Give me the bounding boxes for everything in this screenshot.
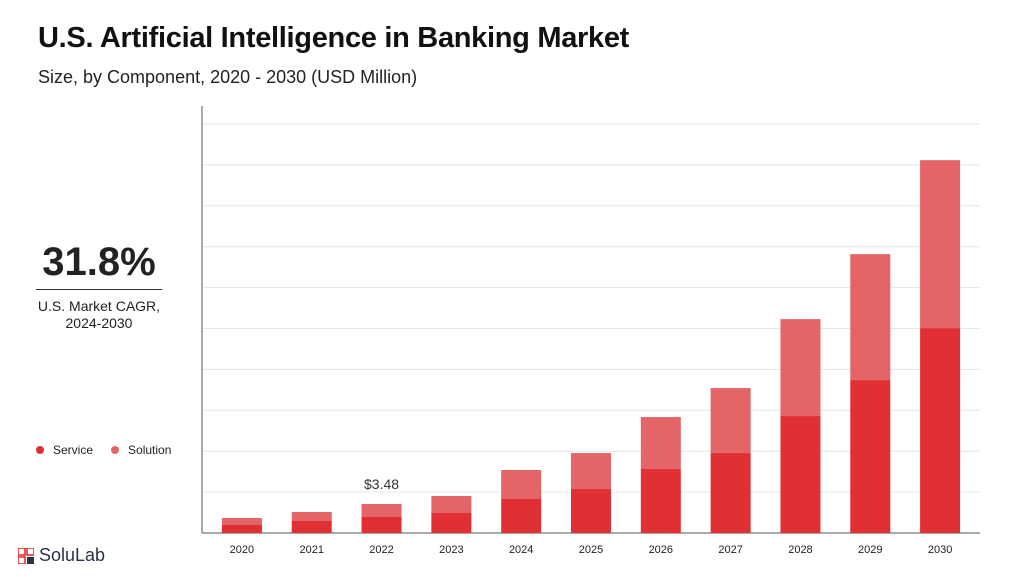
bar-service-2025: [571, 489, 611, 533]
legend-label-service: Service: [53, 443, 94, 457]
bar-solution-2026: [640, 417, 681, 470]
bar-solution-2024: [501, 470, 542, 500]
x-tick-label: 2030: [928, 544, 952, 556]
bar-service-2024: [501, 499, 542, 533]
bar-service-2028: [780, 416, 821, 533]
bar-solution-2028: [780, 319, 821, 417]
legend-swatch-service: [36, 446, 44, 454]
bar-service-2029: [850, 380, 891, 533]
legend-item-solution: Solution: [111, 443, 171, 457]
bar-solution-2023: [431, 496, 472, 514]
solulab-logo: SoluLab: [18, 545, 105, 566]
page-subtitle: Size, by Component, 2020 - 2030 (USD Mil…: [38, 67, 418, 87]
x-tick-label: 2026: [649, 544, 673, 556]
bar-solution-2030: [920, 160, 961, 329]
bar-service-2027: [710, 453, 751, 533]
bar-solution-2025: [571, 453, 611, 490]
bar-service-2026: [640, 469, 681, 533]
solulab-logo-icon: [18, 547, 34, 564]
bar-solution-2022: [361, 504, 402, 518]
x-tick-label: 2023: [439, 544, 463, 556]
x-tick-label: 2029: [858, 544, 882, 556]
cagr-value: 31.8%: [36, 240, 162, 290]
bar-service-2020: [221, 525, 262, 533]
cagr-label-line1: U.S. Market CAGR,: [37, 298, 161, 314]
x-tick-label: 2021: [299, 544, 323, 556]
legend-swatch-solution: [111, 446, 120, 454]
x-tick-label: 2025: [579, 544, 603, 556]
bar-service-2023: [431, 513, 472, 533]
bar-solution-2027: [710, 388, 751, 454]
legend: Service Solution: [36, 443, 171, 457]
x-tick-label: 2028: [788, 544, 812, 556]
cagr-label: U.S. Market CAGR, 2024-2030: [28, 298, 170, 332]
bar-service-2030: [920, 328, 961, 533]
page-title: U.S. Artificial Intelligence in Banking …: [38, 22, 630, 54]
bar-service-2022: [361, 517, 402, 533]
data-label: $3.48: [364, 476, 399, 492]
x-tick-label: 2024: [509, 544, 533, 556]
legend-label-solution: Solution: [128, 443, 172, 457]
legend-item-service: Service: [36, 443, 93, 457]
bar-solution-2029: [850, 254, 891, 381]
brand-name: SoluLab: [39, 545, 106, 565]
x-tick-label: 2022: [369, 544, 393, 556]
bar-solution-2020: [221, 518, 262, 526]
bar-service-2021: [291, 521, 332, 533]
x-tick-label: 2027: [718, 544, 742, 556]
x-tick-label: 2020: [230, 544, 254, 556]
cagr-callout: 31.8% U.S. Market CAGR, 2024-2030: [28, 240, 170, 332]
cagr-label-line2: 2024-2030: [65, 315, 133, 331]
bar-solution-2021: [291, 512, 332, 522]
